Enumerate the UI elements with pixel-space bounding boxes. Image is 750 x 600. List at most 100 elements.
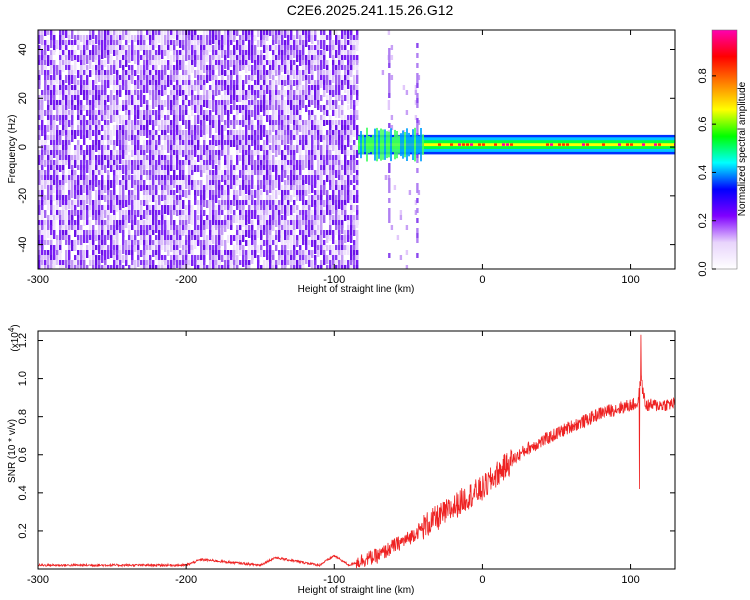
heatmap-cell xyxy=(131,180,134,188)
heatmap-cell xyxy=(284,220,287,228)
heatmap-cell xyxy=(161,255,164,262)
heatmap-cell xyxy=(317,160,320,168)
heatmap-cell xyxy=(323,190,326,195)
heatmap-cell xyxy=(197,110,200,115)
heatmap-cell xyxy=(242,195,245,201)
heatmap-cell xyxy=(209,145,212,151)
heatmap-cell xyxy=(248,150,251,159)
heatmap-cell xyxy=(356,235,359,245)
heatmap-cell xyxy=(185,100,188,105)
heatmap-cell xyxy=(353,140,356,147)
heatmap-cell xyxy=(257,70,260,75)
heatmap-cell xyxy=(314,230,317,236)
heatmap-cell xyxy=(59,230,62,239)
heatmap-cell xyxy=(140,150,143,155)
heatmap-cell xyxy=(152,35,155,41)
heatmap-cell xyxy=(179,130,182,135)
heatmap-cell xyxy=(227,250,230,258)
heatmap-cell xyxy=(62,220,65,229)
heatmap-cell xyxy=(101,140,104,146)
heatmap-cell xyxy=(347,165,350,170)
heatmap-cell xyxy=(335,200,338,205)
heatmap-cell xyxy=(290,45,293,52)
heatmap-cell xyxy=(302,225,305,232)
heatmap-cell xyxy=(254,145,257,154)
heatmap-cell xyxy=(239,65,242,71)
heatmap-cell xyxy=(104,245,107,252)
heatmap-cell xyxy=(125,140,128,147)
heatmap-cell xyxy=(266,160,269,166)
heatmap-cell xyxy=(179,235,182,240)
heatmap-cell xyxy=(80,195,83,203)
signal-band xyxy=(378,130,380,159)
heatmap-cell xyxy=(284,80,287,86)
heatmap-cell xyxy=(101,110,104,115)
heatmap-cell xyxy=(335,40,338,49)
heatmap-cell xyxy=(107,110,110,119)
heatmap-cell xyxy=(140,30,143,35)
heatmap-cell xyxy=(158,255,161,260)
heatmap-cell xyxy=(266,150,269,159)
heatmap-cell xyxy=(122,30,125,38)
heatmap-cell xyxy=(218,185,221,191)
y-tick-label: 0.6 xyxy=(17,447,29,462)
heatmap-cell xyxy=(338,95,341,101)
heatmap-cell xyxy=(188,185,191,191)
heatmap-cell xyxy=(287,90,290,99)
heatmap-cell xyxy=(266,45,269,52)
heatmap-cell xyxy=(173,140,176,145)
heatmap-cell xyxy=(257,110,260,117)
heatmap-cell xyxy=(338,155,341,160)
heatmap-cell xyxy=(230,160,233,165)
heatmap-cell xyxy=(305,175,308,184)
heatmap-cell xyxy=(167,50,170,59)
heatmap-cell xyxy=(233,85,236,90)
heatmap-cell xyxy=(161,185,164,193)
heatmap-cell xyxy=(320,80,323,88)
heatmap-cell xyxy=(215,105,218,111)
heatmap-cell xyxy=(122,185,125,190)
heatmap-cell xyxy=(77,260,80,268)
heatmap-cell xyxy=(314,180,317,188)
heatmap-cell xyxy=(131,165,134,174)
heatmap-cell xyxy=(188,55,191,61)
heatmap-cell xyxy=(314,260,317,266)
heatmap-cell xyxy=(281,185,284,192)
heatmap-cell xyxy=(128,110,131,115)
heatmap-cell xyxy=(155,130,158,137)
heatmap-cell xyxy=(143,70,146,78)
heatmap-cell xyxy=(329,185,332,190)
heatmap-cell xyxy=(311,155,314,165)
heatmap-cell xyxy=(344,160,347,170)
heatmap-cell xyxy=(335,220,338,229)
heatmap-cell xyxy=(107,75,110,80)
heatmap-cell xyxy=(212,85,215,91)
heatmap-cell xyxy=(107,170,110,178)
heatmap-cell xyxy=(287,165,290,174)
heatmap-cell xyxy=(278,255,281,260)
heatmap-cell xyxy=(98,90,101,97)
heatmap-cell xyxy=(74,65,77,74)
heatmap-cell xyxy=(227,220,230,229)
heatmap-cell xyxy=(56,130,59,136)
heatmap-cell xyxy=(197,200,200,207)
heatmap-cell xyxy=(317,100,320,108)
heatmap-cell xyxy=(65,195,68,201)
heatmap-cell xyxy=(110,150,113,156)
heatmap-cell xyxy=(98,55,101,60)
heatmap-cell xyxy=(155,180,158,187)
heatmap-cell xyxy=(77,190,80,198)
heatmap-cell xyxy=(275,175,278,180)
heatmap-cell xyxy=(98,150,101,157)
heatmap-cell xyxy=(416,183,419,188)
heatmap-cell xyxy=(329,210,332,217)
heatmap-cell xyxy=(155,210,158,217)
heatmap-cell xyxy=(311,230,314,237)
heatmap-cell xyxy=(155,60,158,67)
heatmap-cell xyxy=(335,190,338,199)
heatmap-cell xyxy=(101,100,104,110)
heatmap-cell xyxy=(83,80,86,85)
heatmap-cell xyxy=(332,65,335,74)
heatmap-cell xyxy=(146,200,149,209)
heatmap-cell xyxy=(59,110,62,118)
